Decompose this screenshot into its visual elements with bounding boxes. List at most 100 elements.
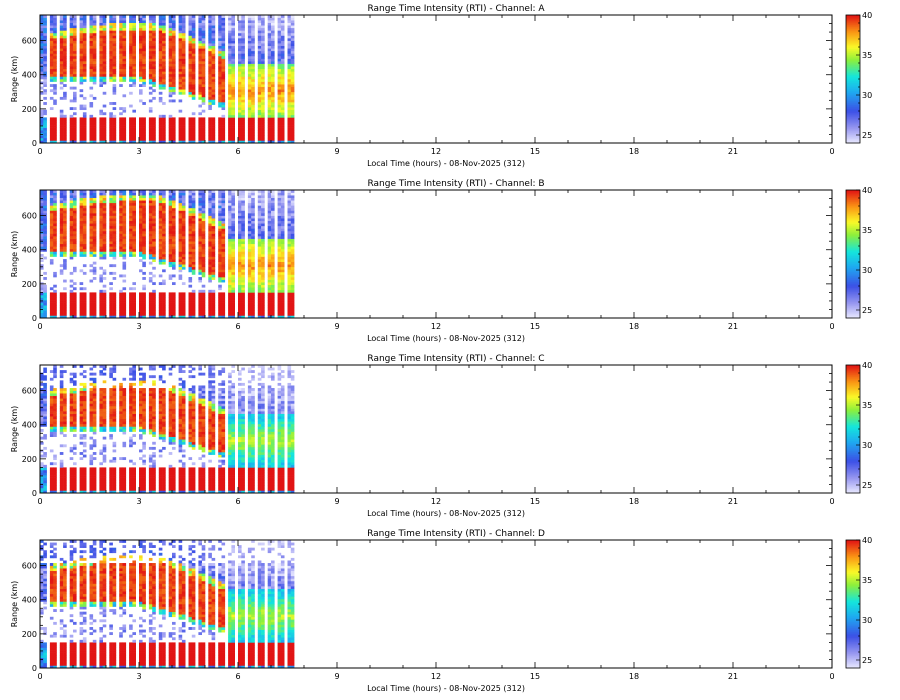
heatmap-cell	[59, 220, 64, 224]
heatmap-cell	[59, 292, 64, 296]
heatmap-cell	[221, 254, 226, 257]
heatmap-cell	[228, 15, 232, 18]
heatmap-cell	[158, 48, 163, 52]
heatmap-cell	[92, 248, 97, 252]
heatmap-cell	[198, 117, 202, 121]
heatmap-cell	[152, 305, 156, 309]
heatmap-cell	[89, 248, 94, 252]
heatmap-cell	[271, 96, 275, 100]
heatmap-cell	[63, 230, 67, 234]
heatmap-cell	[211, 197, 216, 201]
y-tick-label: 600	[22, 212, 37, 221]
heatmap-cell	[40, 246, 44, 250]
heatmap-cell	[89, 76, 94, 80]
colorbar-segment	[846, 204, 860, 207]
heatmap-cell	[82, 302, 87, 306]
heatmap-cell	[261, 117, 265, 121]
heatmap-cell	[129, 79, 133, 82]
heatmap-cell	[162, 279, 166, 283]
heatmap-cell	[201, 228, 206, 232]
heatmap-cell	[162, 205, 166, 209]
heatmap-cell	[277, 58, 282, 62]
heatmap-cell	[168, 38, 173, 41]
heatmap-cell	[251, 241, 255, 245]
heatmap-cell	[231, 236, 235, 239]
heatmap-cell	[162, 269, 166, 273]
heatmap-cell	[241, 79, 245, 82]
heatmap-cell	[287, 55, 292, 59]
heatmap-cell	[228, 297, 232, 301]
heatmap-cell	[142, 84, 146, 87]
heatmap-cell	[148, 305, 153, 309]
heatmap-cell	[172, 251, 176, 255]
heatmap-cell	[267, 266, 272, 270]
heatmap-cell	[181, 248, 186, 252]
heatmap-cell	[277, 86, 282, 90]
colorbar-segment	[846, 39, 860, 42]
heatmap-cell	[277, 79, 282, 82]
colorbar-segment	[846, 17, 860, 20]
heatmap-cell	[152, 294, 156, 298]
heatmap-cell	[132, 195, 136, 198]
heatmap-cell	[191, 225, 196, 229]
heatmap-cell	[168, 300, 173, 303]
heatmap-cell	[188, 55, 193, 59]
heatmap-cell	[247, 40, 252, 44]
heatmap-cell	[290, 269, 295, 273]
heatmap-cell	[287, 130, 292, 134]
heatmap-cell	[271, 210, 275, 214]
heatmap-cell	[53, 192, 57, 196]
heatmap-cell	[247, 254, 252, 257]
heatmap-cell	[287, 119, 292, 123]
heatmap-cell	[191, 63, 196, 67]
heatmap-cell	[89, 79, 94, 82]
heatmap-cell	[218, 269, 222, 273]
heatmap-cell	[201, 43, 206, 47]
heatmap-cell	[109, 66, 113, 70]
heatmap-cell	[231, 254, 235, 257]
heatmap-cell	[208, 223, 212, 227]
heatmap-cell	[99, 294, 103, 298]
heatmap-cell	[162, 307, 166, 311]
heatmap-cell	[290, 246, 295, 250]
heatmap-cell	[63, 84, 67, 87]
heatmap-cell	[228, 233, 232, 237]
heatmap-cell	[247, 20, 252, 23]
heatmap-cell	[201, 27, 206, 31]
heatmap-cell	[238, 246, 242, 250]
heatmap-cell	[211, 251, 216, 255]
heatmap-cell	[102, 302, 107, 306]
heatmap-cell	[43, 119, 47, 123]
heatmap-cell	[178, 251, 183, 255]
heatmap-cell	[271, 254, 275, 257]
heatmap-cell	[287, 287, 292, 291]
heatmap-cell	[198, 225, 202, 229]
heatmap-cell	[251, 259, 255, 262]
heatmap-cell	[241, 127, 245, 131]
heatmap-cell	[122, 127, 127, 131]
heatmap-cell	[271, 102, 275, 105]
heatmap-cell	[43, 117, 47, 121]
heatmap-cell	[119, 200, 123, 204]
heatmap-cell	[211, 312, 216, 316]
heatmap-cell	[109, 132, 113, 136]
heatmap-cell	[89, 71, 94, 75]
heatmap-cell	[158, 282, 163, 286]
heatmap-cell	[247, 215, 252, 219]
heatmap-cell	[43, 130, 47, 134]
heatmap-cell	[99, 117, 103, 121]
heatmap-cell	[40, 125, 44, 128]
heatmap-cell	[112, 271, 117, 275]
heatmap-cell	[287, 45, 292, 49]
heatmap-cell	[287, 15, 292, 18]
heatmap-cell	[92, 45, 97, 49]
heatmap-cell	[152, 20, 156, 23]
heatmap-cell	[148, 243, 153, 247]
heatmap-cell	[112, 35, 117, 39]
heatmap-cell	[231, 248, 235, 252]
heatmap-cell	[277, 213, 282, 216]
heatmap-cell	[267, 236, 272, 239]
heatmap-cell	[290, 223, 295, 227]
heatmap-cell	[201, 132, 206, 136]
heatmap-cell	[99, 22, 103, 26]
